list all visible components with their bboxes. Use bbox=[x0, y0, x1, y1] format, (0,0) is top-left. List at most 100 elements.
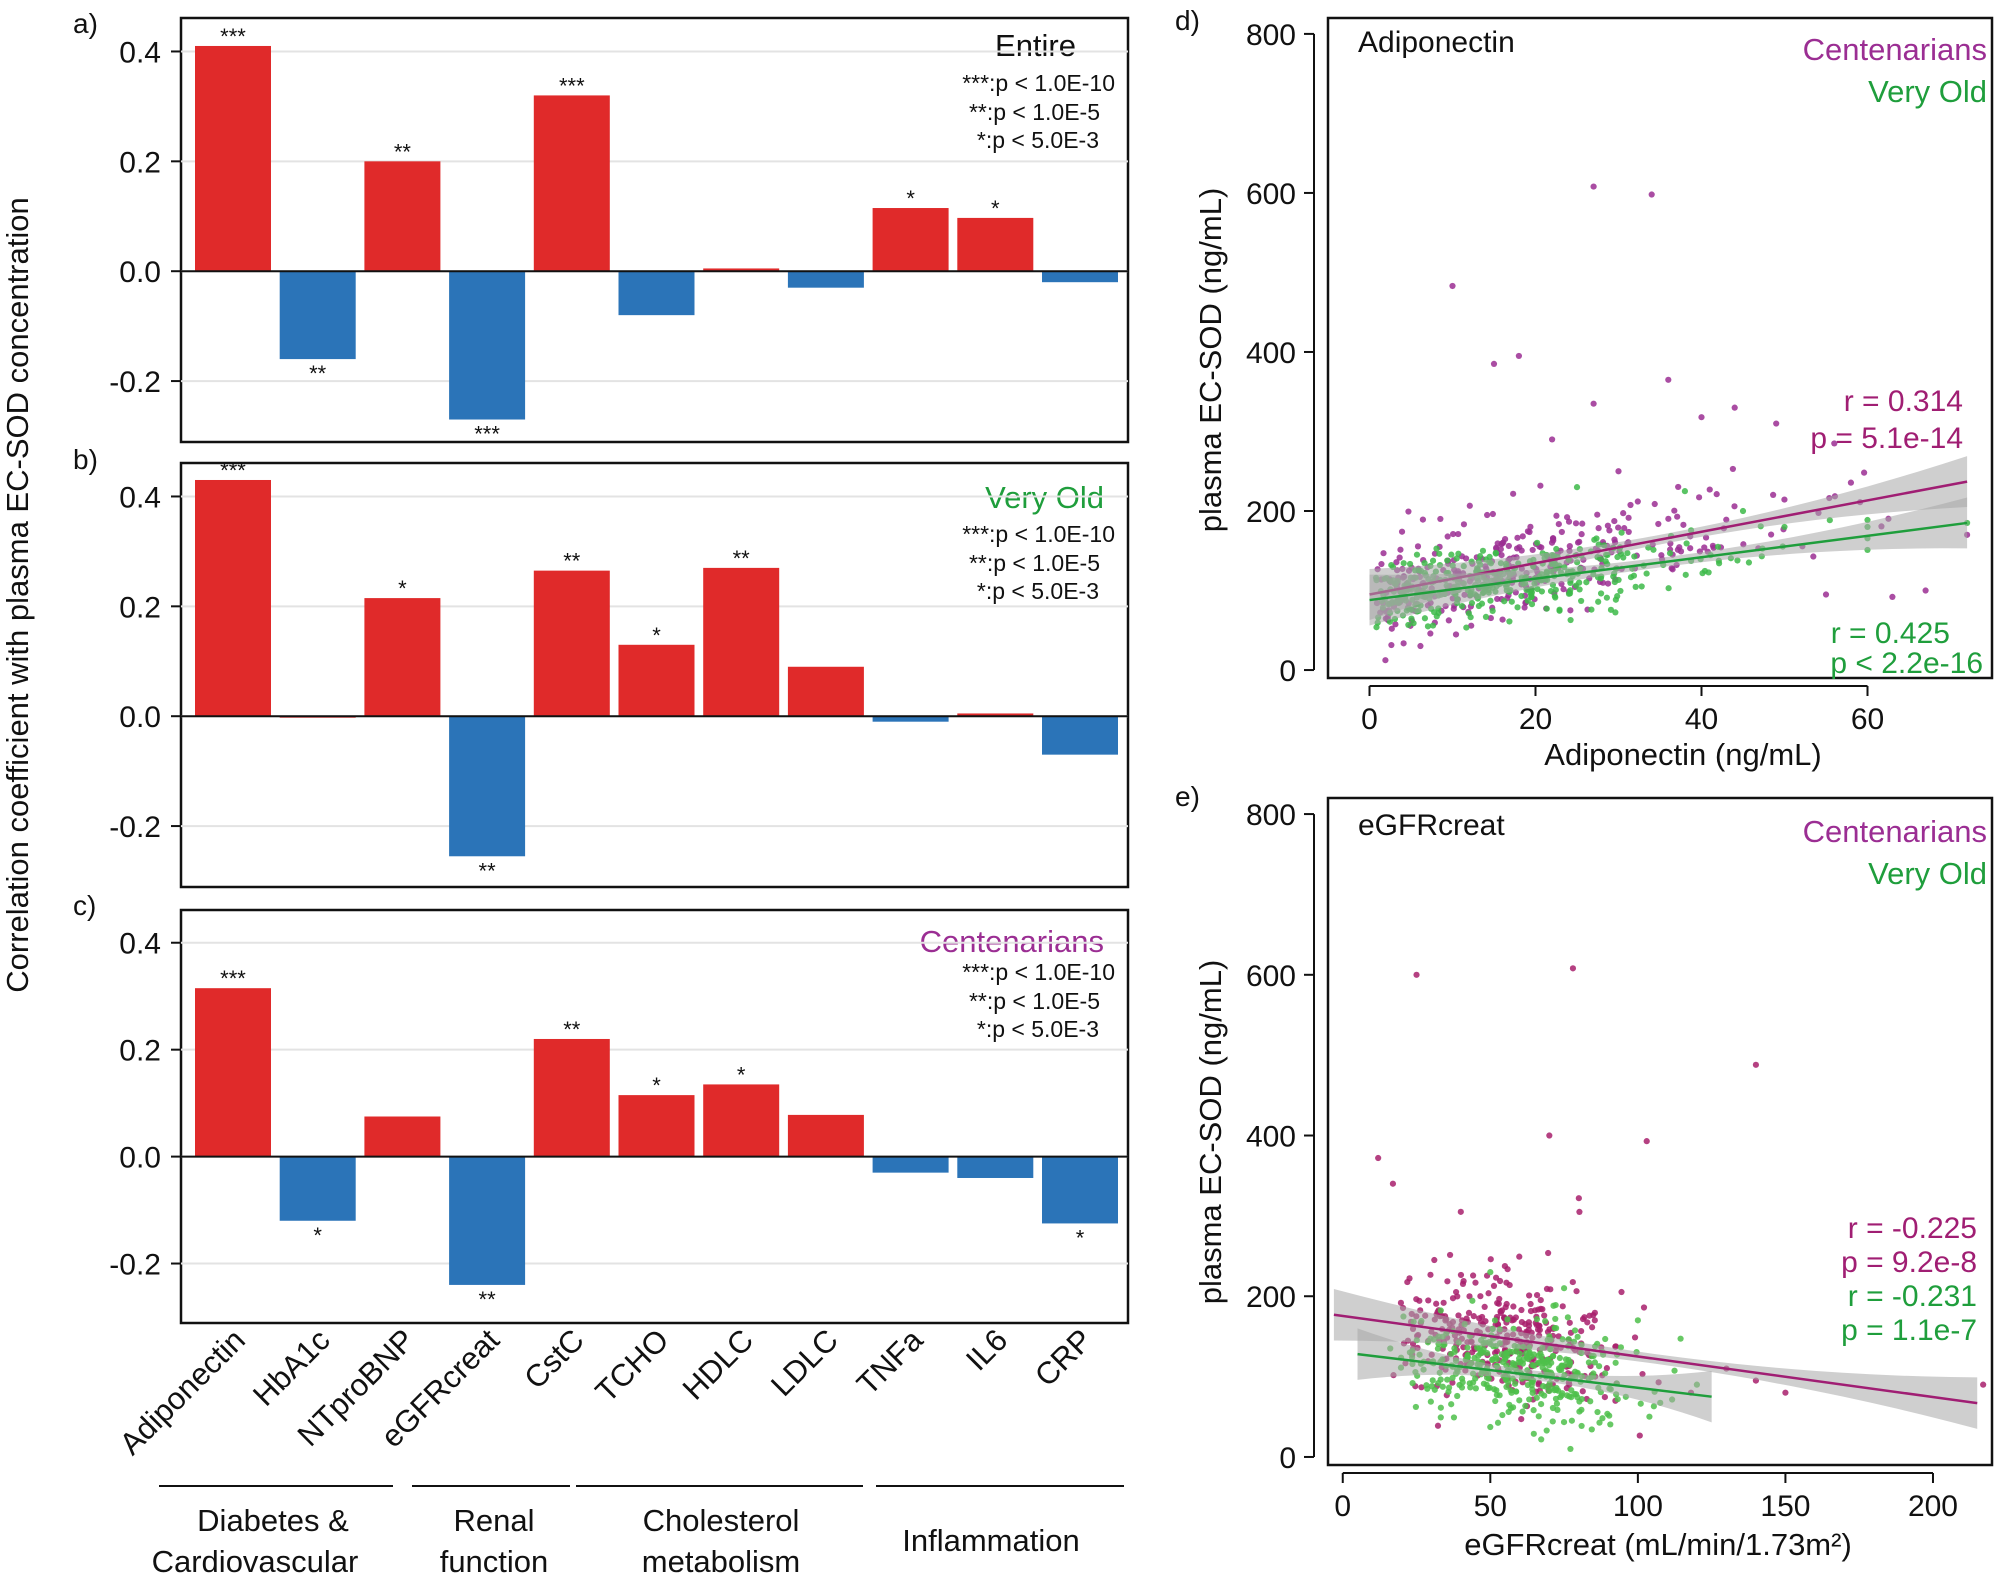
data-point bbox=[1424, 1385, 1431, 1392]
data-point bbox=[1781, 496, 1788, 503]
data-point bbox=[1375, 1154, 1382, 1162]
data-point bbox=[1457, 1208, 1464, 1215]
data-point bbox=[1625, 528, 1632, 536]
data-point bbox=[1576, 1398, 1583, 1405]
data-point bbox=[1464, 1344, 1471, 1351]
y-tick-label: 0 bbox=[1279, 655, 1296, 688]
data-point bbox=[1400, 560, 1407, 567]
data-point bbox=[1388, 641, 1395, 649]
data-point bbox=[1418, 1384, 1425, 1391]
bar-chart-very-old: Very Old ***:p < 1.0E-10 **:p < 1.0E-5 *… bbox=[109, 458, 1130, 889]
data-point bbox=[1543, 1427, 1550, 1434]
data-point bbox=[1612, 609, 1619, 616]
data-point bbox=[1471, 1354, 1478, 1362]
data-point bbox=[1396, 554, 1403, 561]
data-point bbox=[1494, 1419, 1502, 1426]
data-point bbox=[1655, 520, 1662, 528]
data-point bbox=[1468, 622, 1475, 629]
significance-label: ** bbox=[309, 361, 327, 386]
bar bbox=[533, 95, 610, 272]
data-point bbox=[1822, 591, 1830, 598]
data-point bbox=[1519, 1360, 1526, 1367]
data-point bbox=[1594, 1408, 1601, 1416]
data-point bbox=[1481, 1303, 1488, 1310]
data-point bbox=[1560, 1285, 1568, 1292]
data-point bbox=[1604, 522, 1611, 529]
plot-frame bbox=[1326, 796, 1994, 1467]
data-point bbox=[1536, 1326, 1543, 1334]
y-axis-label: plasma EC-SOD (ng/mL) bbox=[1193, 960, 1228, 1305]
data-point bbox=[1433, 1300, 1440, 1307]
data-point bbox=[1468, 599, 1476, 607]
data-point bbox=[1524, 1381, 1531, 1389]
data-point bbox=[1768, 531, 1775, 538]
data-point bbox=[1494, 595, 1501, 603]
bar bbox=[618, 644, 695, 717]
data-point bbox=[1465, 1309, 1473, 1316]
data-point bbox=[1496, 1277, 1504, 1285]
data-point bbox=[1476, 1344, 1483, 1352]
bar bbox=[618, 271, 695, 316]
data-point bbox=[1498, 551, 1505, 559]
data-point bbox=[1455, 530, 1462, 538]
stat-p-very-old: p = 1.1e-7 bbox=[1841, 1314, 1977, 1347]
data-point bbox=[1553, 545, 1560, 553]
data-point bbox=[1543, 605, 1550, 612]
bar bbox=[279, 271, 356, 360]
sig-legend-1: *:p < 5.0E-3 bbox=[977, 578, 1099, 604]
data-point bbox=[1553, 1386, 1560, 1393]
y-tick-label: 600 bbox=[1246, 960, 1296, 993]
data-point bbox=[1562, 1361, 1569, 1368]
data-point bbox=[1782, 1389, 1789, 1396]
data-point bbox=[1602, 1370, 1609, 1377]
bar-chart-centenarians: Centenarians ***:p < 1.0E-10 **:p < 1.0E… bbox=[109, 908, 1130, 1325]
data-point bbox=[1491, 1317, 1499, 1324]
data-point bbox=[1831, 440, 1838, 447]
data-point bbox=[1551, 593, 1558, 600]
stat-r-centenarians: r = 0.314 bbox=[1844, 385, 1963, 418]
data-point bbox=[1480, 1380, 1488, 1387]
significance-label: *** bbox=[474, 422, 500, 447]
bar bbox=[1042, 716, 1118, 755]
data-point bbox=[1640, 1304, 1648, 1311]
data-point bbox=[1587, 1398, 1594, 1405]
data-point bbox=[1530, 1351, 1538, 1358]
data-point bbox=[1434, 1422, 1442, 1429]
bar-chart-entire: Entire ***:p < 1.0E-10 **:p < 1.0E-5 *:p… bbox=[109, 16, 1130, 447]
data-point bbox=[1624, 549, 1631, 557]
significance-label: *** bbox=[220, 24, 246, 49]
significance-label: ** bbox=[394, 139, 412, 164]
bar bbox=[703, 567, 780, 717]
data-point bbox=[1421, 615, 1429, 622]
data-point bbox=[1448, 551, 1455, 558]
data-point bbox=[1533, 1394, 1540, 1401]
data-point bbox=[1572, 520, 1580, 527]
data-point bbox=[1409, 1380, 1416, 1387]
data-point bbox=[1739, 507, 1747, 515]
data-point bbox=[1528, 589, 1536, 596]
data-point bbox=[1449, 1295, 1457, 1302]
data-point bbox=[1650, 546, 1657, 553]
data-point bbox=[1634, 498, 1641, 505]
group-label-renal-2: function bbox=[440, 1544, 549, 1579]
data-point bbox=[1489, 510, 1496, 518]
y-tick-label: 0.2 bbox=[119, 146, 161, 179]
data-point bbox=[1541, 1312, 1548, 1319]
group-label-diabetes: Diabetes & bbox=[197, 1503, 349, 1538]
data-point bbox=[1566, 543, 1573, 550]
group-label-diabetes-2: Cardiovascular bbox=[152, 1544, 359, 1579]
data-point bbox=[1467, 614, 1474, 621]
data-point bbox=[1504, 1316, 1511, 1323]
panel-title: Very Old bbox=[985, 480, 1104, 515]
data-point bbox=[1406, 560, 1414, 568]
data-point bbox=[1611, 536, 1618, 543]
data-point bbox=[1444, 533, 1451, 540]
sig-legend-3: ***:p < 1.0E-10 bbox=[962, 521, 1115, 547]
category-label: TCHO bbox=[589, 1322, 676, 1409]
data-point bbox=[1752, 1061, 1760, 1068]
data-point bbox=[1437, 1307, 1444, 1314]
data-point bbox=[1567, 1445, 1574, 1453]
data-point bbox=[1437, 1404, 1444, 1411]
data-point bbox=[1562, 1356, 1570, 1363]
data-point bbox=[1847, 479, 1855, 486]
